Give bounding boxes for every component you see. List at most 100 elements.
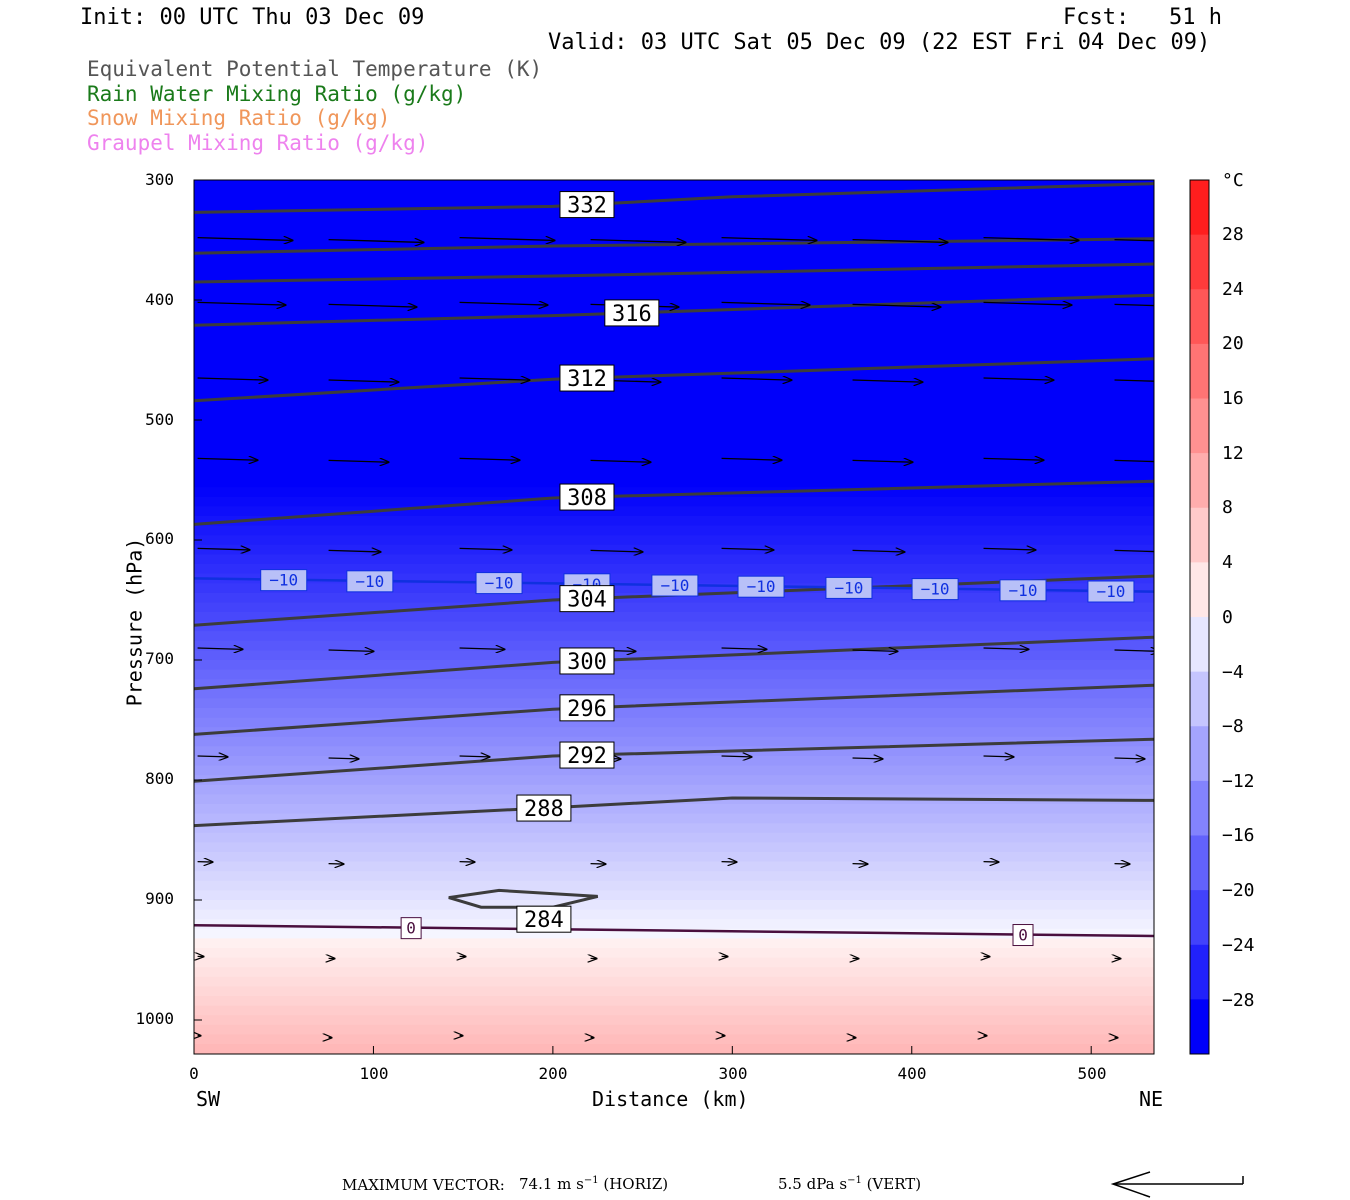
wind-vector: [197, 302, 286, 305]
temperature-band: [194, 660, 1154, 671]
isotherm-label: −10: [475, 572, 523, 595]
y-tick-label: 900: [145, 889, 174, 908]
wind-vector: [721, 648, 767, 649]
colorbar-label: −28: [1222, 990, 1255, 1011]
temperature-band: [194, 996, 1154, 1007]
wind-vector: [197, 548, 250, 550]
colorbar-label: −8: [1222, 716, 1244, 737]
temperature-band: [194, 688, 1154, 700]
temperature-band: [194, 420, 1154, 431]
legend-rain: Rain Water Mixing Ratio (g/kg): [87, 82, 467, 106]
contour-label: 300: [559, 647, 615, 675]
y-tick-label: 300: [145, 170, 174, 189]
theta-e-contour: [194, 479, 1154, 526]
x-tick-label: 400: [897, 1064, 927, 1083]
x-axis-title: Distance (km): [592, 1087, 749, 1111]
isotherm-label-text: −10: [660, 576, 689, 595]
contour-label: 296: [559, 694, 615, 722]
contour-label-text: 304: [567, 588, 607, 613]
wind-vector: [1114, 459, 1154, 463]
isotherm-label: −10: [346, 570, 394, 593]
wind-vector: [852, 240, 948, 243]
colorbar-label: 8: [1222, 497, 1233, 518]
temperature-band: [194, 554, 1154, 565]
wind-vector: [983, 238, 1079, 241]
wind-vector: [197, 756, 228, 757]
contour-label-text: 292: [567, 744, 607, 769]
colorbar-swatch: [1190, 726, 1209, 782]
temperature-band: [194, 736, 1154, 748]
colorbar-swatch: [1190, 562, 1209, 618]
temperature-band: [194, 804, 1154, 815]
isotherm-label-text: 0: [406, 919, 416, 938]
colorbar-label: 24: [1222, 279, 1244, 300]
contour-label: 308: [559, 483, 615, 511]
temperature-band: [194, 429, 1154, 441]
wind-vector: [1114, 379, 1154, 382]
theta-e-contour: [448, 888, 599, 909]
temperature-band: [194, 679, 1154, 690]
contour-label-text: 316: [612, 302, 652, 327]
temperature-band: [194, 189, 1154, 201]
temperature-band: [194, 612, 1154, 623]
legend-snow: Snow Mixing Ratio (g/kg): [87, 106, 391, 130]
wind-vector: [197, 648, 243, 649]
wind-vector: [328, 758, 359, 759]
horiz-exponent: −1: [583, 1175, 599, 1186]
wind-vector: [590, 550, 643, 552]
temperature-band: [194, 631, 1154, 642]
wind-vector: [983, 548, 1036, 550]
sw-label: SW: [196, 1087, 221, 1111]
wind-vector: [197, 458, 258, 460]
wind-vector: [328, 460, 389, 462]
colorbar-swatch: [1190, 234, 1209, 290]
temperature-band: [194, 352, 1154, 364]
wind-vector: [459, 648, 505, 649]
theta-e-contour: [194, 237, 1154, 255]
wind-vector: [328, 650, 374, 651]
wind-vector: [721, 548, 774, 550]
temperature-band: [194, 928, 1154, 940]
colorbar-label: 20: [1222, 333, 1244, 354]
isotherm-label: −10: [825, 576, 873, 599]
contour-label: 332: [559, 191, 615, 219]
isotherm-label-text: −10: [269, 571, 298, 590]
colorbar-swatch: [1190, 289, 1209, 345]
contour-label-text: 300: [567, 650, 607, 675]
max-vector-horiz: 74.1 m s−1 (HORIZ): [519, 1176, 668, 1192]
temperature-band: [194, 477, 1154, 489]
legend-theta-e: Equivalent Potential Temperature (K): [87, 57, 543, 81]
contour-label-text: 308: [567, 486, 607, 511]
temperature-band: [194, 391, 1154, 402]
colorbar-label: 0: [1222, 607, 1233, 628]
theta-e-contour: [194, 737, 1154, 783]
contour-label: 312: [559, 364, 615, 392]
y-tick-label: 700: [145, 649, 174, 668]
temperature-band: [194, 708, 1154, 719]
y-axis-ticks: [194, 179, 202, 1021]
contour-label-text: 284: [524, 908, 564, 933]
isotherm-label-text: −10: [835, 578, 864, 597]
temperature-band: [194, 525, 1154, 537]
vert-value: 5.5 dPa s: [778, 1175, 848, 1193]
wind-vector: [721, 302, 810, 305]
temperature-band: [194, 1005, 1154, 1017]
x-tick-label: 200: [538, 1064, 568, 1083]
temperature-band: [194, 448, 1154, 460]
contour-label: 292: [559, 741, 615, 769]
temperature-band: [194, 832, 1154, 844]
colorbar-label: −16: [1222, 825, 1255, 846]
temperature-band: [194, 496, 1154, 508]
temperature-band: [194, 458, 1154, 469]
colorbar-swatch: [1190, 944, 1209, 1000]
wind-vector: [852, 550, 905, 552]
isotherm-label: −10: [911, 578, 959, 601]
temperature-band: [194, 218, 1154, 229]
isotherms: −10 −10 −10 −10 −10 −10 −10 −10 −10 −100 0: [194, 569, 1154, 947]
colorbar-label: 28: [1222, 224, 1244, 245]
colorbar-swatch: [1190, 890, 1209, 946]
colorbar-swatch: [1190, 507, 1209, 563]
theta-e-contour: [194, 357, 1154, 403]
isotherm-label: −10: [1087, 580, 1135, 603]
